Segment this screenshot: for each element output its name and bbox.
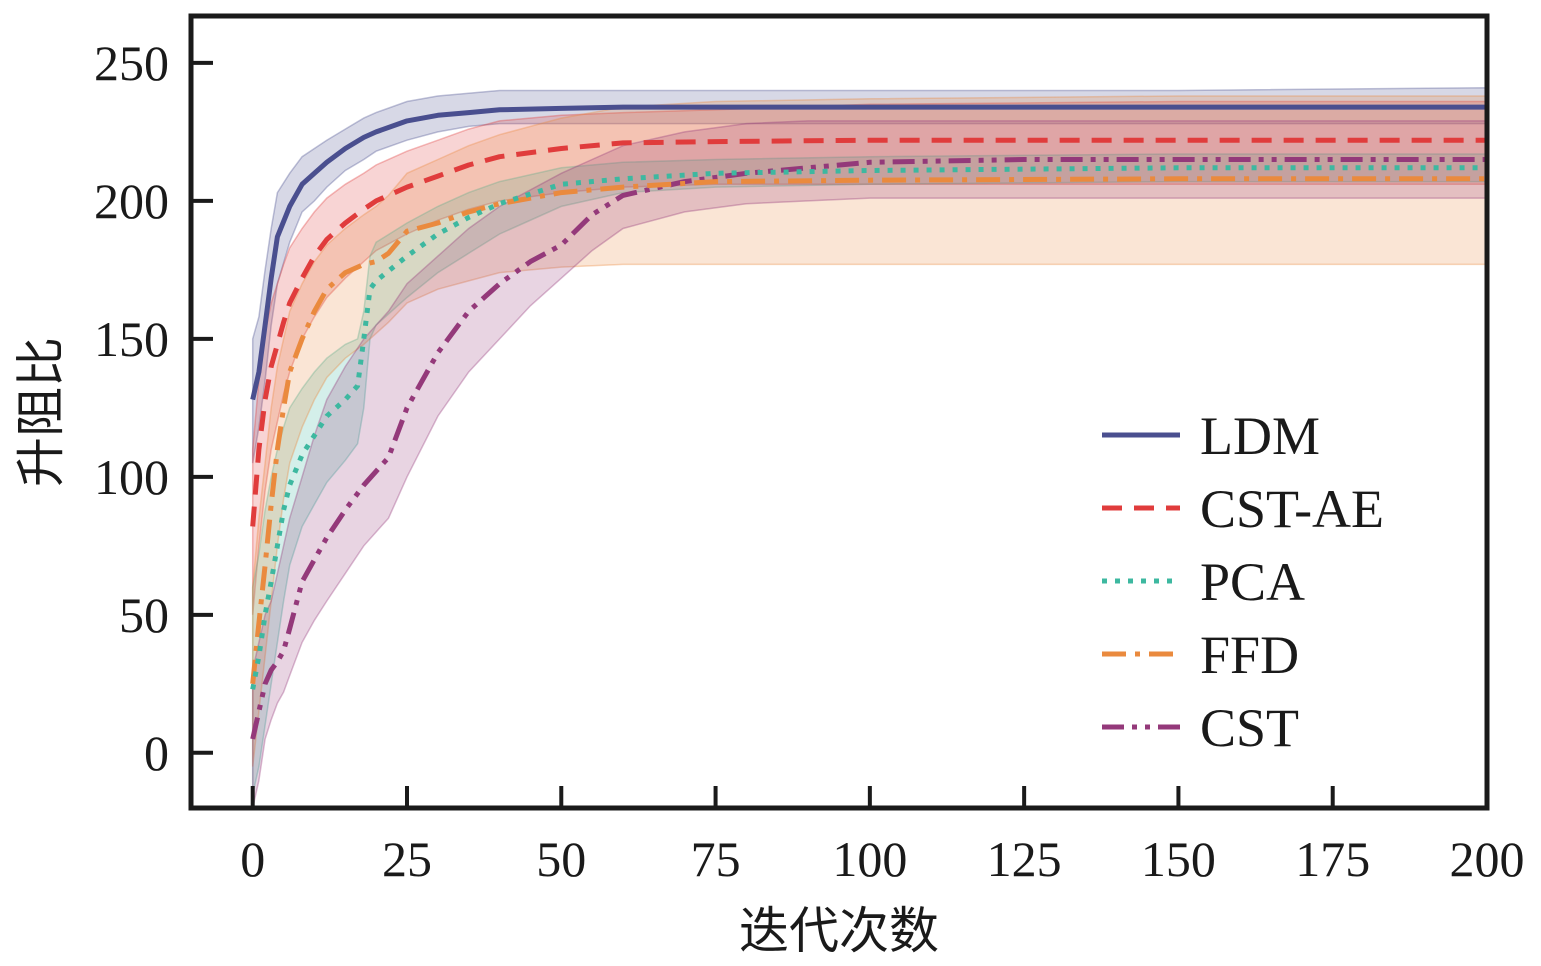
line-ldm <box>250 104 1487 401</box>
line-cst-ae <box>250 137 1487 527</box>
legend-label-cst-ae: CST-AE <box>1200 479 1384 539</box>
plot-frame <box>188 13 1490 811</box>
x-tick-label: 200 <box>1450 831 1525 887</box>
line-pca <box>250 165 1487 690</box>
y-axis: 0 50 100 150 200 250 <box>94 35 213 781</box>
legend-label-ldm: LDM <box>1200 406 1320 466</box>
series-lines <box>250 104 1487 740</box>
x-tick-label: 75 <box>691 831 741 887</box>
confidence-bands <box>251 86 1487 808</box>
y-tick-label: 100 <box>94 449 169 505</box>
legend: LDM CST-AE PCA FFD CST <box>1102 406 1384 758</box>
band-pca <box>251 153 1487 795</box>
y-tick-label: 150 <box>94 311 169 367</box>
y-axis-title: 升阻比 <box>12 337 70 487</box>
x-tick-label: 175 <box>1295 831 1370 887</box>
y-tick-label: 250 <box>94 35 169 91</box>
legend-label-cst: CST <box>1200 698 1299 758</box>
x-axis: 0 25 50 75 100 125 150 175 200 <box>240 786 1525 887</box>
line-cst <box>250 157 1487 740</box>
line-ffd <box>250 176 1487 685</box>
legend-label-ffd: FFD <box>1200 625 1299 685</box>
y-tick-label: 50 <box>119 587 169 643</box>
x-tick-label: 50 <box>536 831 586 887</box>
band-ffd <box>251 95 1487 767</box>
band-ldm <box>251 86 1487 464</box>
legend-label-pca: PCA <box>1200 552 1305 612</box>
x-tick-label: 150 <box>1141 831 1216 887</box>
y-tick-label: 200 <box>94 173 169 229</box>
y-tick-label: 0 <box>144 725 169 781</box>
x-tick-label: 0 <box>240 831 265 887</box>
x-tick-label: 125 <box>987 831 1062 887</box>
x-tick-label: 25 <box>382 831 432 887</box>
band-cst <box>251 120 1487 808</box>
x-tick-label: 100 <box>832 831 907 887</box>
x-axis-title: 迭代次数 <box>739 902 939 960</box>
